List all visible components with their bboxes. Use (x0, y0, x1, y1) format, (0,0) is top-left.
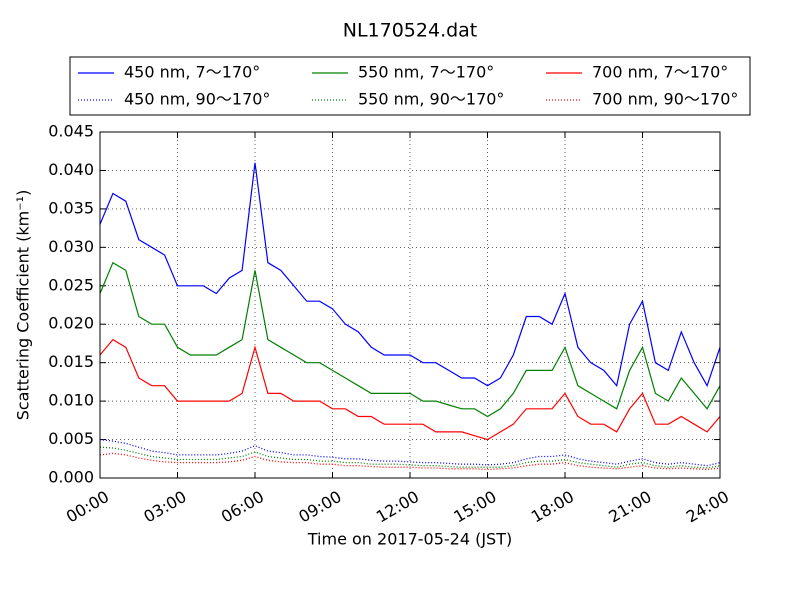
x-axis-label: Time on 2017-05-24 (JST) (307, 530, 512, 549)
chart-title: NL170524.dat (343, 20, 478, 42)
y-tick-label: 0.010 (48, 391, 94, 410)
y-tick-label: 0.030 (48, 237, 94, 256)
y-tick-label: 0.005 (48, 429, 94, 448)
legend-label: 550 nm, 7～170° (358, 63, 494, 82)
y-tick-label: 0.000 (48, 468, 94, 487)
series-line (99, 162, 721, 388)
y-tick-label: 0.015 (48, 352, 94, 371)
series-line (99, 261, 721, 418)
legend-label: 700 nm, 7～170° (592, 63, 728, 82)
series-line (99, 438, 721, 467)
y-tick-label: 0.020 (48, 314, 94, 333)
legend-box (69, 56, 751, 116)
legend-label: 450 nm, 7～170° (124, 63, 260, 82)
series-line (99, 338, 721, 441)
legend-label: 550 nm, 90～170° (358, 90, 504, 109)
y-tick-label: 0.035 (48, 198, 94, 217)
y-tick-label: 0.025 (48, 275, 94, 294)
series-line (99, 452, 721, 471)
y-tick-label: 0.040 (48, 160, 94, 179)
legend-label: 450 nm, 90～170° (124, 90, 270, 109)
y-axis-label: Scattering Coefficient (km⁻¹) (14, 190, 33, 421)
plot-frame (99, 131, 721, 479)
legend-label: 700 nm, 90～170° (592, 90, 738, 109)
y-tick-label: 0.045 (48, 122, 94, 141)
